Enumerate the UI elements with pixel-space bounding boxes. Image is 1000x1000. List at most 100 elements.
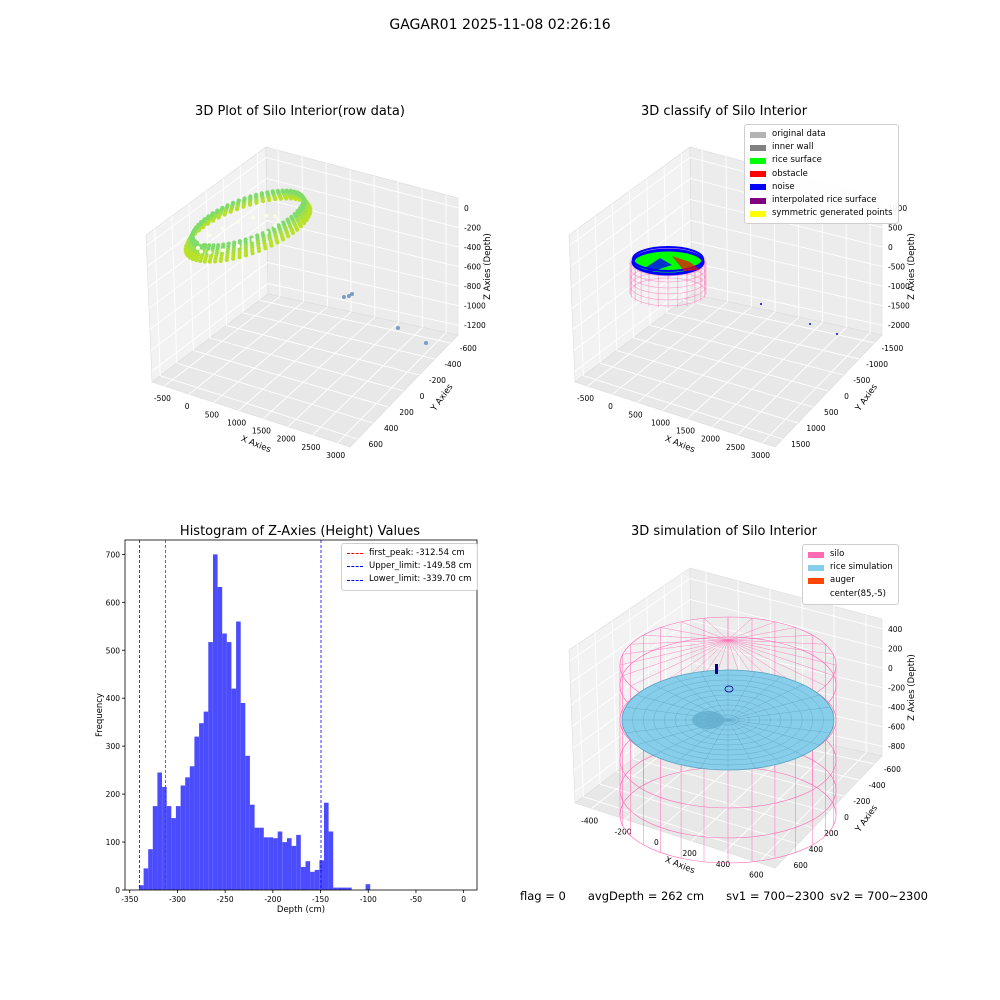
avg-depth-text: avgDepth = 262 cm (587, 889, 705, 903)
z-tick-label: -400 (464, 243, 481, 252)
raw-point (276, 218, 280, 222)
y-tick-label: -600 (460, 344, 477, 353)
histogram-bar (231, 688, 237, 890)
raw-point (273, 214, 277, 219)
z-tick-label: -200 (464, 223, 481, 232)
panel4-3d-axes: -400-20002004006006004002000-200-400-600… (568, 567, 917, 880)
legend-label: rice simulation (830, 562, 893, 573)
y-tick-label: -200 (853, 797, 870, 806)
histogram-bar (157, 772, 162, 890)
z-tick-label: -500 (888, 263, 905, 272)
surface-mesh-line (674, 719, 729, 764)
histogram-bar (305, 861, 311, 890)
x-tick-label: -150 (312, 895, 329, 904)
histogram-bar (148, 849, 153, 890)
legend-label: center(85,-5) (830, 588, 886, 599)
histogram-bar (259, 827, 264, 890)
legend-item: interpolated rice surface (750, 194, 893, 207)
y-gridline (176, 362, 374, 424)
legend-item: inner wall (750, 141, 893, 154)
legend-item: Upper_limit: -149.58 cm (347, 560, 472, 573)
surface-mesh-line (727, 719, 782, 764)
x-tick-label: 1500 (676, 427, 695, 436)
raw-point (221, 242, 226, 247)
silo-roof-line (727, 634, 813, 641)
legend-swatch (808, 564, 824, 571)
y-tick-label: 200 (106, 790, 121, 799)
raw-point (248, 194, 253, 199)
legend-item: obstacle (750, 168, 893, 181)
raw-point (265, 190, 270, 195)
floor-pane (151, 293, 459, 448)
histogram-bar (319, 860, 324, 890)
y-axis-label: Y Axies (853, 382, 880, 414)
y-tick-label: 0 (115, 886, 120, 895)
raw-point (220, 248, 225, 253)
z-gridline (148, 220, 459, 309)
z-tick-label: 200 (888, 644, 903, 653)
silo-roof-line (630, 639, 729, 645)
histogram-bar (277, 831, 283, 890)
x-tick-label: -400 (581, 816, 598, 825)
raw-point (210, 211, 215, 216)
silo-roof-line (727, 639, 826, 645)
y-tick-label: 0 (420, 392, 425, 401)
z-tick-label: -600 (888, 723, 905, 732)
panel3-title: Histogram of Z-Axies (Height) Values (179, 524, 421, 539)
raw-point (196, 246, 200, 250)
z-tick-label: 0 (888, 664, 893, 673)
raw-point (292, 211, 297, 217)
z-tick-label: -400 (888, 703, 905, 712)
z-gridline (571, 220, 883, 309)
silo-roof-line (727, 639, 834, 676)
x-tick-label: 2500 (726, 443, 745, 452)
histogram-bar (296, 834, 301, 890)
noise-point (836, 333, 838, 335)
x-tick-label: -100 (360, 895, 377, 904)
raw-point (211, 243, 216, 248)
raw-point (273, 223, 277, 228)
histogram-bar (171, 818, 176, 890)
z-tick-label: -800 (464, 282, 481, 291)
histogram-bar (189, 766, 195, 890)
legend-swatch (750, 158, 766, 164)
legend-label: interpolated rice surface (772, 195, 877, 206)
outlier-point (342, 295, 346, 299)
histogram-bar (199, 723, 204, 890)
raw-point (251, 215, 256, 220)
x-axis-label: X Axies (663, 434, 696, 455)
x-tick-label: 3000 (326, 451, 345, 460)
silo-roof-line (727, 621, 775, 641)
y-gridline (599, 783, 799, 845)
noise-ring (632, 246, 704, 272)
silo-roof-line (727, 639, 826, 686)
z-gridline (572, 241, 883, 330)
histogram-bar (175, 806, 181, 890)
raw-point (259, 191, 264, 196)
y-gridline (633, 337, 829, 392)
y-tick-label: 200 (824, 829, 839, 838)
z-tick-label: -200 (888, 684, 905, 693)
legend-label: obstacle (772, 168, 808, 179)
z-gridline (150, 262, 459, 351)
y-tick-label: 400 (106, 694, 121, 703)
legend-swatch (750, 184, 766, 191)
surface-mesh-line (727, 676, 782, 721)
legend-swatch (808, 578, 824, 584)
y-tick-label: -600 (884, 765, 901, 774)
surface-mesh-line (727, 719, 756, 769)
y-gridline (259, 299, 451, 344)
raw-point (288, 188, 293, 193)
z-tick-label: -1500 (888, 302, 910, 311)
status-footer: flag = 0 avgDepth = 262 cm sv1 = 700~2300 s… (520, 889, 950, 903)
raw-point (242, 196, 247, 201)
raw-point (202, 217, 207, 222)
legend-label: rice surface (772, 155, 822, 166)
page-title: GAGAR01 2025-11-08 02:26:16 (389, 17, 611, 33)
legend-item: noise (750, 181, 893, 194)
y-tick-label: 0 (844, 392, 849, 401)
histogram-bar (180, 785, 186, 890)
legend-swatch (750, 210, 766, 217)
outlier-point (396, 326, 400, 330)
